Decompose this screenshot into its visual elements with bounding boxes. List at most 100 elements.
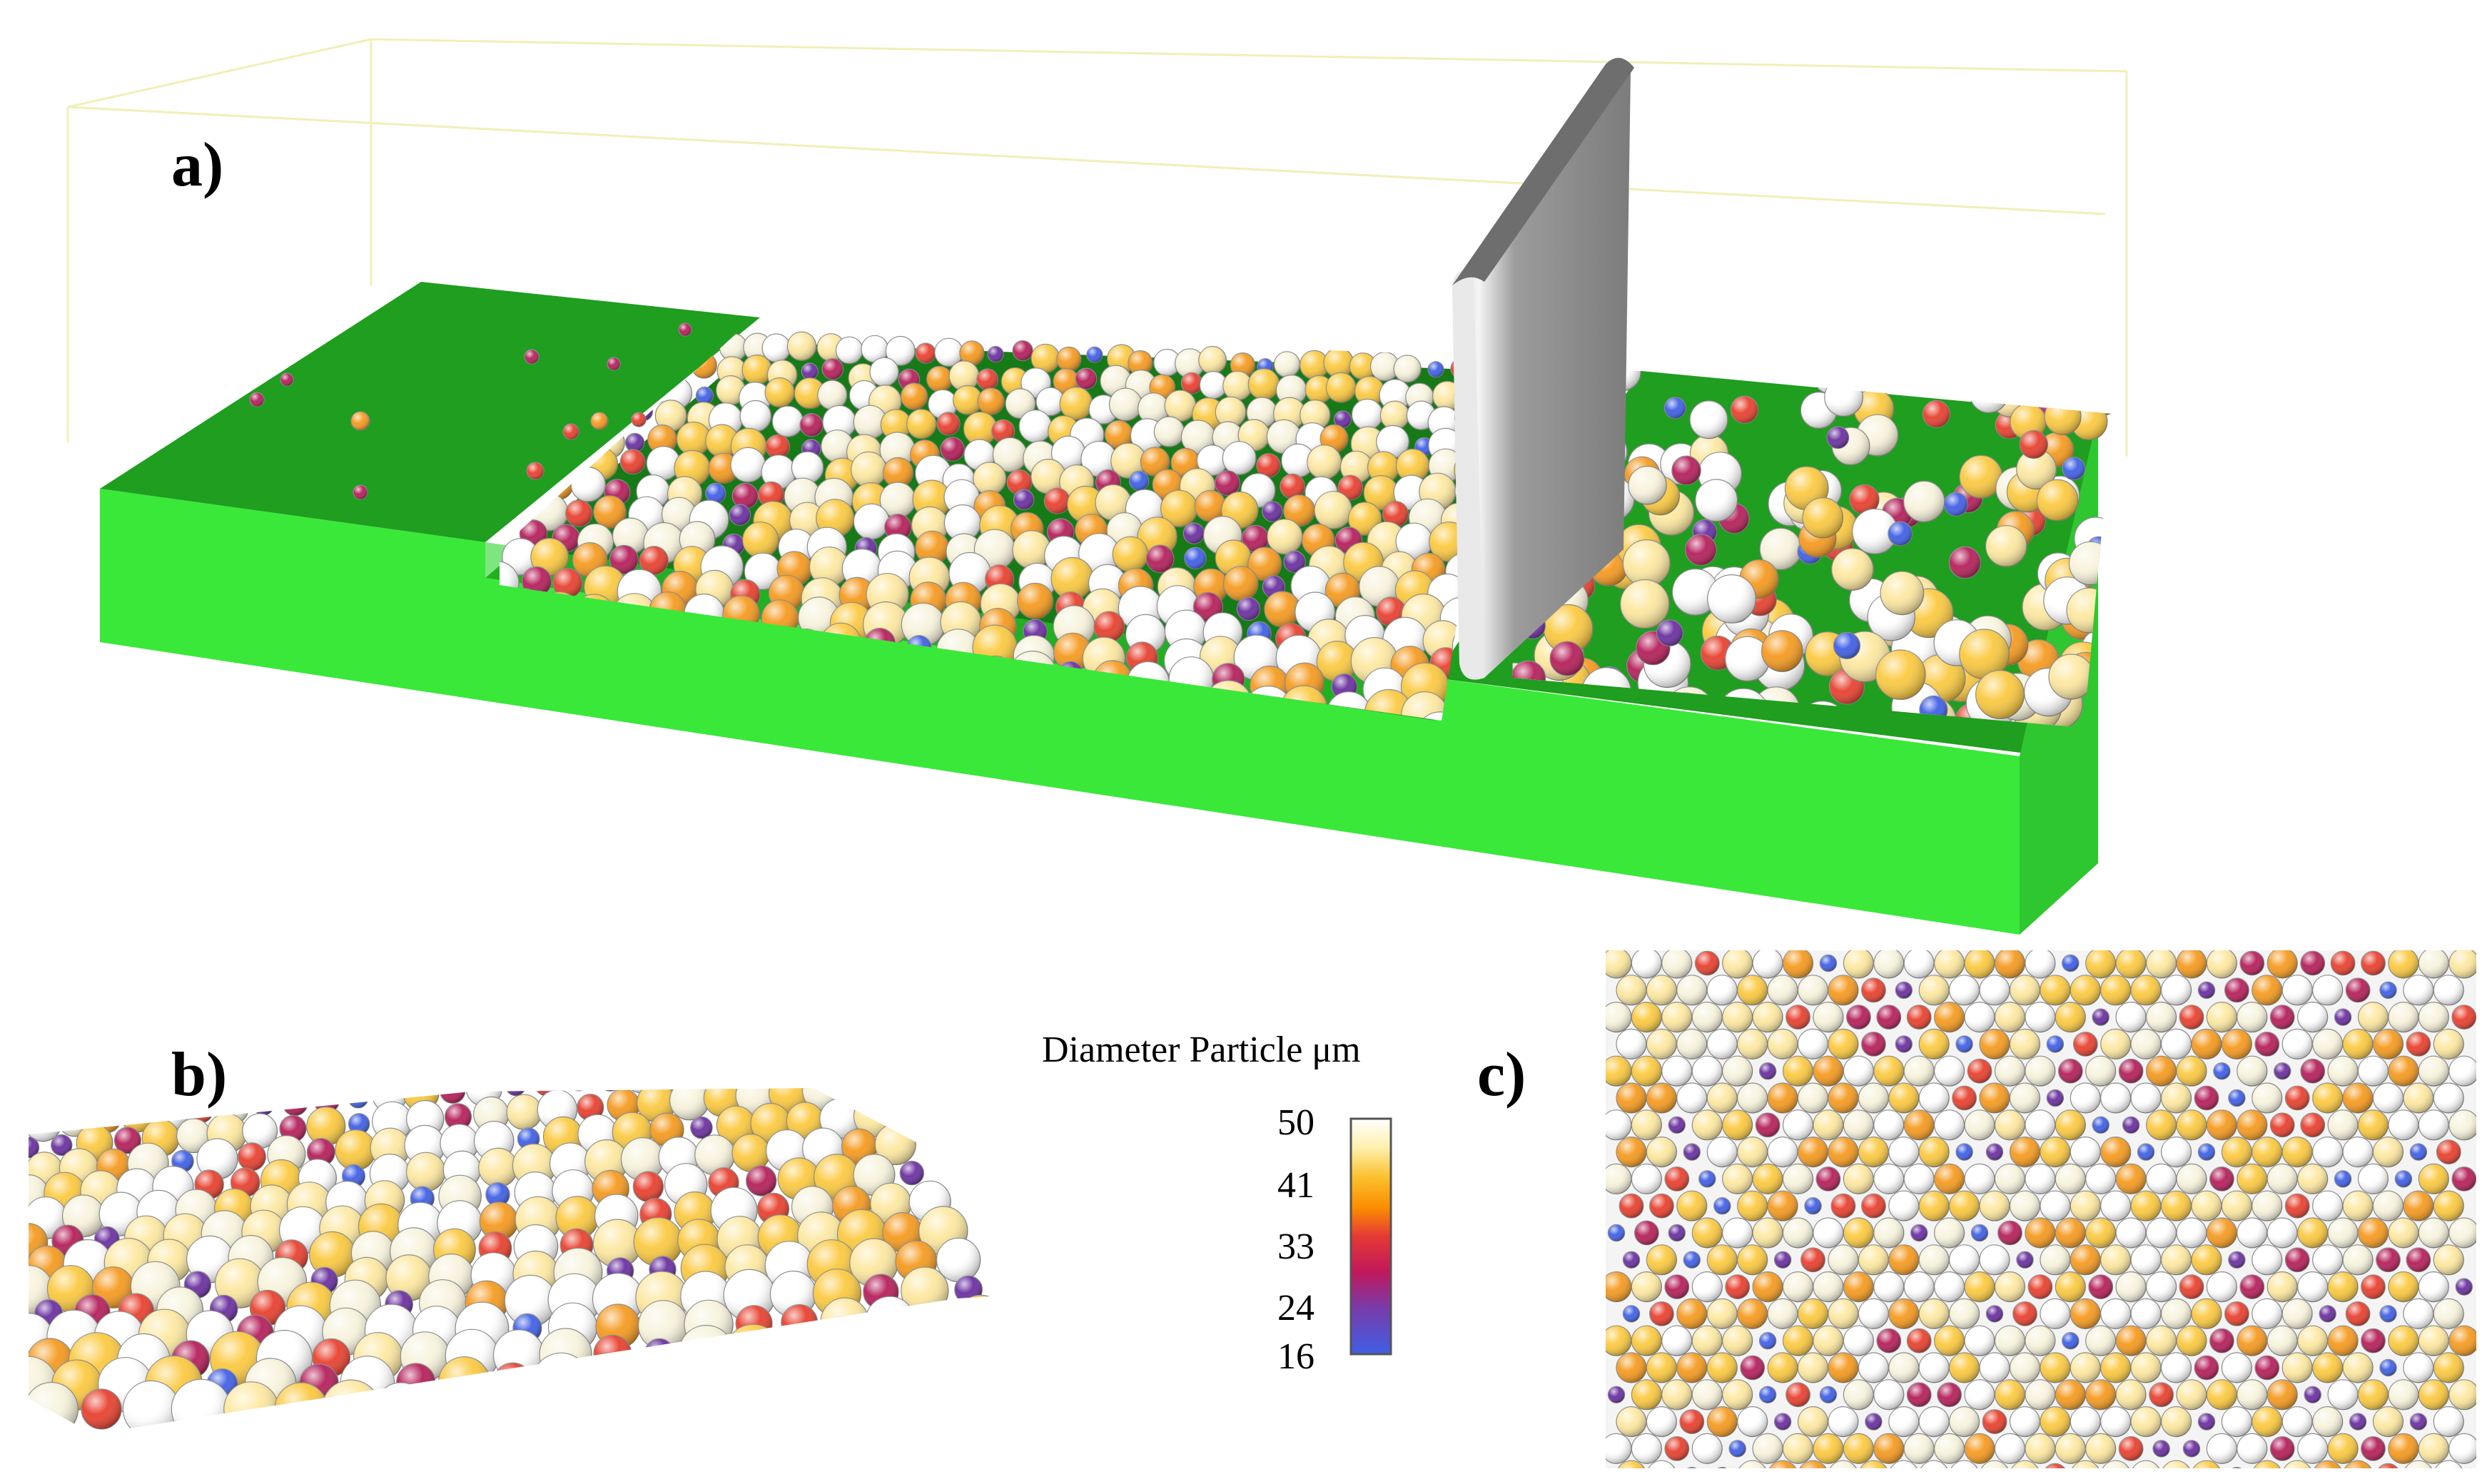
particle-shading [854, 504, 889, 539]
particle-shading [936, 1238, 981, 1282]
particle-shading [478, 1148, 518, 1187]
particle-shading [776, 1353, 831, 1408]
particle-shading [2373, 1191, 2404, 1221]
particle-shading [1053, 633, 1092, 671]
particle-shading [2100, 1244, 2131, 1275]
particle-shading [1722, 1379, 1753, 1410]
particle-shading [502, 538, 540, 576]
particle-shading [871, 1379, 931, 1434]
particle-shading [689, 1056, 720, 1087]
particle-shading [2072, 1460, 2099, 1468]
particle-shading [2149, 1383, 2174, 1407]
particle-shading [2328, 1379, 2359, 1410]
particle [1687, 1467, 1697, 1468]
particle-shading [742, 522, 779, 558]
particle-shading [1623, 1251, 1640, 1269]
particle-shading [1181, 372, 1202, 394]
particle-shading [1067, 486, 1104, 523]
particle-shading [2207, 1002, 2237, 1032]
particle-shading [901, 603, 945, 646]
particle-shading [954, 1276, 983, 1303]
particle-shading [2410, 1413, 2427, 1430]
particle-shading [1753, 1218, 1783, 1248]
particle [1950, 371, 1978, 398]
particle-shading [794, 377, 826, 409]
particle-shading [1337, 475, 1363, 500]
particle-shading [1970, 375, 2008, 413]
particle-shading [1737, 1137, 1768, 1167]
particle-shading [282, 1088, 315, 1094]
particle-shading [1300, 400, 1330, 430]
particle-shading [2406, 1248, 2431, 1272]
particle-shading [2297, 1271, 2328, 1302]
particle-shading [2267, 1326, 2298, 1356]
particle-shading [1783, 1164, 1813, 1194]
particle-shading [2418, 950, 2449, 978]
particle-shading [977, 1359, 1016, 1398]
particle-shading [1873, 950, 1904, 978]
particle-shading [2448, 1218, 2476, 1248]
particle-shading [1828, 1298, 1858, 1329]
particle-shading [1786, 1005, 1810, 1030]
particle-shading [915, 531, 949, 564]
particle-shading [2146, 1109, 2177, 1140]
particle-shading [1692, 1271, 1723, 1302]
particle-shading [505, 1088, 526, 1096]
particle-shading [2343, 1244, 2374, 1275]
particle-shading [2161, 1406, 2192, 1437]
particle-shading [386, 1254, 432, 1301]
particle-shading [1888, 1191, 1919, 1221]
particle-shading [624, 1383, 677, 1434]
particle-shading [1737, 975, 1768, 1005]
particle-shading [901, 1267, 948, 1315]
particle-shading [1798, 1029, 1828, 1059]
particle-shading [1616, 1137, 1646, 1167]
particle-shading [1284, 551, 1306, 573]
particle-shading [2373, 1406, 2404, 1437]
particle-shading [1800, 1248, 1825, 1272]
particle-shading [2010, 1406, 2040, 1437]
particle-shading [1843, 1379, 1874, 1410]
particle-shading [2049, 654, 2094, 699]
particle-shading [1707, 1029, 1738, 1059]
particle-shading [725, 1324, 781, 1381]
particle-shading [282, 1090, 308, 1116]
particle-shading [781, 1304, 818, 1341]
particle-shading [2418, 1164, 2449, 1194]
particle-shading [2161, 1191, 2192, 1221]
particle-shading [2224, 978, 2249, 1002]
particle-shading [736, 1305, 772, 1342]
particle-shading [1616, 975, 1646, 1005]
particle-shading [2209, 1167, 2234, 1191]
particle-shading [1895, 1035, 1913, 1052]
particle-shading [1783, 950, 1813, 978]
particle-shading [1631, 1002, 1662, 1032]
particle-shading [2282, 975, 2313, 1005]
particle-shading [1075, 368, 1097, 390]
particle-shading [2312, 1029, 2343, 1059]
particle-shading [2116, 1002, 2147, 1032]
particle-shading [2448, 1056, 2476, 1087]
particle-shading [2388, 1109, 2418, 1140]
particle-shading [1873, 1109, 1904, 1140]
particle-shading [1078, 533, 1120, 574]
particle-shading [2456, 1279, 2473, 1296]
particle-shading [1707, 975, 1738, 1005]
particle-shading [2448, 950, 2476, 978]
particle-shading [507, 1094, 542, 1130]
particle-shading [1181, 420, 1215, 454]
particle-shading [2025, 1109, 2055, 1140]
particle-shading [2252, 1083, 2282, 1113]
particle-shading [1820, 955, 1837, 972]
particle-shading [1980, 975, 2010, 1005]
particle-shading [2343, 1137, 2374, 1167]
particle-shading [2010, 1353, 2040, 1383]
particle-shading [2252, 1137, 2282, 1167]
particle-shading [1995, 1002, 2025, 1032]
particle-shading [1661, 1056, 1692, 1087]
particle-shading [1919, 1083, 1950, 1113]
particle [632, 1355, 684, 1408]
particle-shading [2161, 1298, 2192, 1329]
particle-shading [1722, 950, 1753, 978]
particle-shading [2346, 1301, 2370, 1326]
